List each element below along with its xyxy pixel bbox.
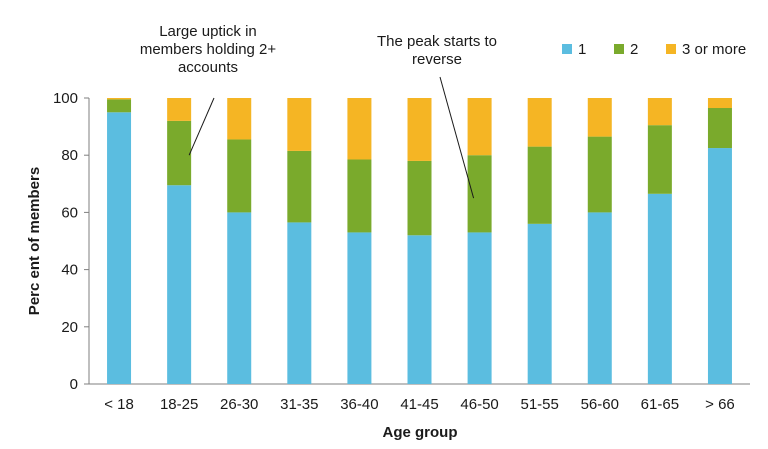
bar-segment bbox=[107, 98, 132, 100]
x-tick-label: 31-35 bbox=[280, 396, 318, 413]
bar-segment bbox=[647, 125, 672, 194]
x-axis-ticks: < 18 18-25 26-30 31-35 36-40 41-45 46-50 51-55 5… bbox=[104, 396, 735, 413]
bar-segment bbox=[587, 212, 612, 384]
bar-segment bbox=[107, 99, 132, 113]
legend-swatch bbox=[666, 44, 676, 54]
y-tick-label: 0 bbox=[70, 376, 78, 393]
bar-segment bbox=[167, 185, 192, 384]
bar-segment bbox=[347, 232, 372, 384]
bars bbox=[107, 98, 732, 385]
bar-segment bbox=[587, 136, 612, 213]
annotation-leader-line bbox=[188, 97, 215, 156]
x-tick-label: 41-45 bbox=[400, 396, 438, 413]
bar-segment bbox=[527, 223, 552, 384]
bar-segment bbox=[347, 159, 372, 233]
bar-segment bbox=[347, 98, 372, 160]
x-tick-label: 56-60 bbox=[581, 396, 619, 413]
bar-segment bbox=[467, 98, 492, 156]
legend-label: 3 or more bbox=[682, 41, 746, 58]
x-tick-label: 26-30 bbox=[220, 396, 258, 413]
bar-segment bbox=[167, 98, 192, 121]
bar-segment bbox=[467, 155, 492, 233]
legend-label: 1 bbox=[578, 41, 586, 58]
annotation-text: The peak starts to bbox=[377, 33, 497, 50]
bar-segment bbox=[287, 150, 312, 223]
legend: 1 2 3 or more bbox=[562, 41, 746, 58]
legend-swatch bbox=[614, 44, 624, 54]
y-tick-label: 20 bbox=[61, 319, 78, 336]
bar-segment bbox=[707, 148, 732, 384]
bar-segment bbox=[227, 98, 252, 140]
annotation-text: reverse bbox=[412, 51, 462, 68]
bar-segment bbox=[467, 232, 492, 384]
bar-segment bbox=[167, 120, 192, 186]
x-tick-label: 51-55 bbox=[520, 396, 558, 413]
y-tick-label: 100 bbox=[53, 90, 78, 107]
y-axis-ticks: 0 20 40 60 80 100 bbox=[53, 90, 89, 393]
annotation-text: Large uptick in bbox=[159, 23, 257, 40]
bar-segment bbox=[647, 193, 672, 384]
x-tick-label: > 66 bbox=[705, 396, 735, 413]
legend-swatch bbox=[562, 44, 572, 54]
bar-segment bbox=[227, 139, 252, 213]
x-tick-label: 46-50 bbox=[460, 396, 498, 413]
x-tick-label: 36-40 bbox=[340, 396, 378, 413]
x-axis-title: Age group bbox=[383, 424, 458, 441]
y-tick-label: 40 bbox=[61, 262, 78, 279]
bar-segment bbox=[407, 98, 432, 161]
legend-label: 2 bbox=[630, 41, 638, 58]
bar-segment bbox=[527, 98, 552, 147]
bar-segment bbox=[287, 222, 312, 384]
y-axis-title: Perc ent of members bbox=[26, 167, 43, 315]
bar-segment bbox=[707, 108, 732, 149]
x-tick-label: 18-25 bbox=[160, 396, 198, 413]
bar-segment bbox=[707, 98, 732, 109]
annotation-leader-line bbox=[439, 76, 475, 199]
annotation-text: members holding 2+ bbox=[140, 41, 277, 58]
x-tick-label: < 18 bbox=[104, 396, 134, 413]
bar-segment bbox=[647, 98, 672, 126]
bar-segment bbox=[407, 160, 432, 236]
bar-segment bbox=[107, 112, 132, 385]
bar-segment bbox=[227, 212, 252, 384]
x-tick-label: 61-65 bbox=[641, 396, 679, 413]
y-tick-label: 80 bbox=[61, 147, 78, 164]
bar-segment bbox=[287, 98, 312, 151]
y-tick-label: 60 bbox=[61, 204, 78, 221]
annotation-text: accounts bbox=[178, 59, 238, 76]
bar-segment bbox=[407, 235, 432, 384]
bar-segment bbox=[527, 146, 552, 224]
bar-segment bbox=[587, 98, 612, 137]
